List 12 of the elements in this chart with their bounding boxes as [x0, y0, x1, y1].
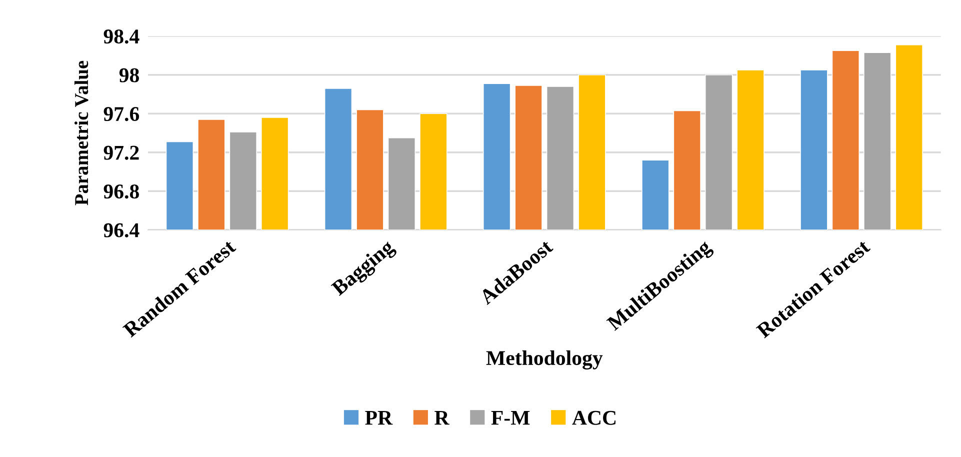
y-tick-label: 98 — [119, 68, 139, 82]
legend-label: R — [434, 411, 450, 425]
y-tick-label: 98.4 — [104, 29, 140, 44]
legend-label: ACC — [572, 410, 616, 425]
y-tick-label: 96.4 — [104, 223, 140, 238]
y-tick-label: 97.2 — [104, 146, 139, 160]
x-axis-title: Methodology — [486, 350, 603, 370]
legend-label: F-M — [491, 411, 530, 425]
y-tick-label: 97.6 — [104, 107, 140, 122]
legend-label: PR — [365, 411, 393, 425]
y-tick-label: 96.8 — [104, 184, 139, 199]
y-axis-title: Parametric Value — [74, 60, 88, 206]
